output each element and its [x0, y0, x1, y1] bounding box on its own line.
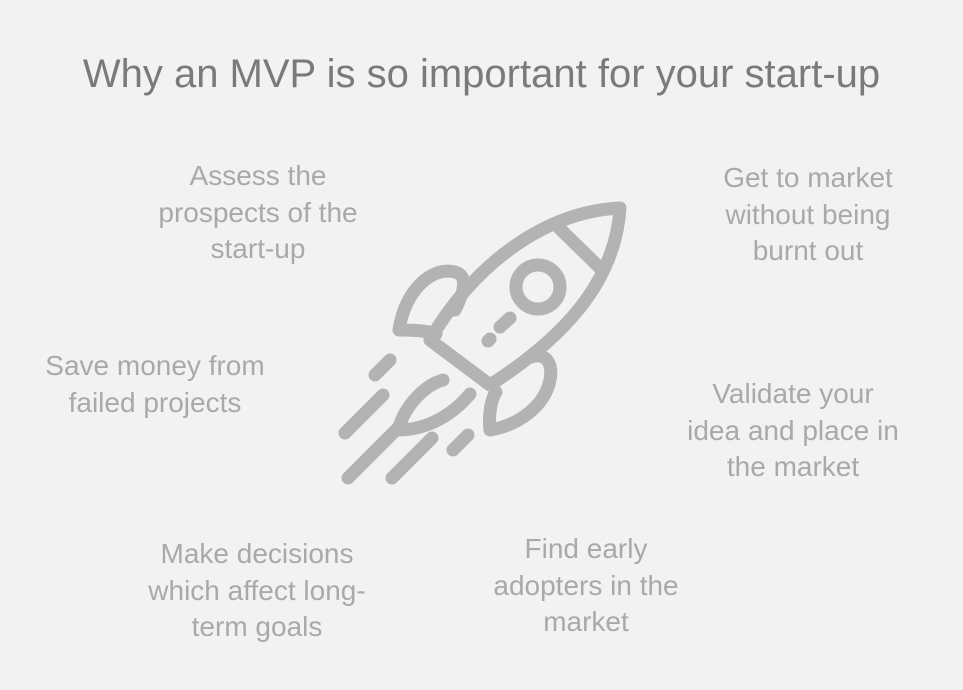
benefit-save-money: Save money from failed projects: [30, 348, 280, 421]
benefit-line: term goals: [191, 611, 323, 642]
benefit-get-to-market: Get to market without being burnt out: [690, 160, 926, 270]
benefit-line: failed projects: [68, 386, 242, 418]
page-title: Why an MVP is so important for your star…: [82, 52, 881, 96]
benefit-line: without being: [725, 198, 891, 230]
benefit-line: Find early: [524, 533, 648, 564]
rocket-icon: [338, 201, 627, 485]
benefit-line: idea and place in: [687, 414, 899, 446]
benefit-find-adopters: Find early adopters in the market: [478, 531, 694, 641]
benefit-line: Assess the: [189, 160, 327, 191]
benefit-line: adopters in the: [493, 569, 679, 601]
benefit-validate-idea: Validate your idea and place in the mark…: [670, 376, 916, 486]
benefit-line: market: [543, 606, 629, 637]
benefit-line: which affect long-: [148, 574, 366, 606]
benefit-line: prospects of the: [158, 196, 358, 228]
benefit-make-decisions: Make decisions which affect long- term g…: [126, 536, 388, 646]
benefit-line: Get to market: [723, 162, 893, 193]
benefit-assess-prospects: Assess the prospects of the start-up: [130, 158, 386, 268]
benefit-line: the market: [726, 451, 860, 482]
benefit-line: Save money from: [45, 350, 265, 381]
benefit-line: burnt out: [752, 235, 864, 266]
benefit-line: start-up: [210, 233, 306, 264]
benefit-line: Make decisions: [160, 538, 354, 569]
benefit-line: Validate your: [712, 378, 874, 409]
